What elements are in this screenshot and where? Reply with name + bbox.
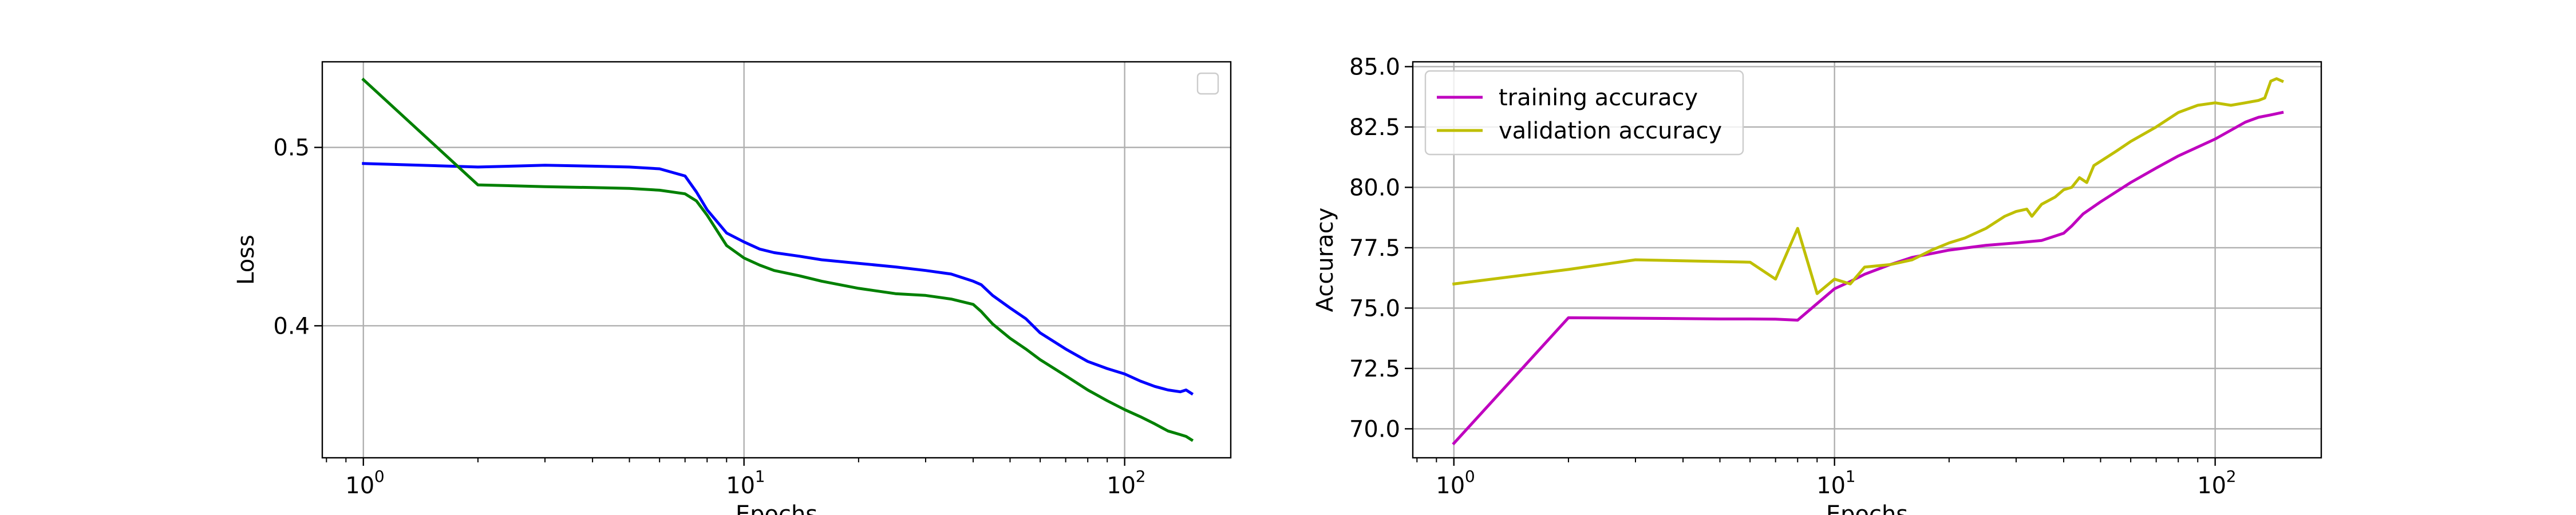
accuracy-x-tick-exponent: 1 [1846,467,1856,486]
accuracy-chart: 10 0 10 1 10 270.072.575.077.580.082.585.0Epo… [1312,54,2322,515]
accuracy-y-tick-label: 80.0 [1349,175,1400,201]
accuracy-y-axis-label: Accuracy [1312,208,1338,312]
loss-legend-box [1196,72,1219,95]
accuracy-x-tick-exponent: 2 [2226,467,2237,486]
accuracy-y-tick-label: 75.0 [1349,295,1400,322]
loss-series-line-1 [361,77,1194,442]
loss-x-tick-label: 10 [345,473,374,499]
accuracy-legend-label-0: training accuracy [1499,85,1698,111]
accuracy-y-tick-label: 72.5 [1349,356,1400,382]
accuracy-x-tick-label: 10 [1436,473,1465,499]
loss-x-axis-label: Epochs [736,501,817,515]
loss-series-line-0 [362,162,1194,396]
accuracy-y-tick-label: 85.0 [1349,54,1400,80]
accuracy-series-line-1 [1452,77,2284,295]
accuracy-y-tick-label: 70.0 [1349,416,1400,442]
accuracy-x-tick-label: 10 [1816,473,1846,499]
accuracy-legend: training accuracy validation accuracy [1424,70,1744,156]
loss-y-tick-label: 0.5 [273,135,310,161]
accuracy-x-axis-label: Epochs [1826,501,1908,515]
loss-x-tick-exponent: 2 [1136,467,1146,486]
accuracy-y-tick-label: 82.5 [1349,114,1400,141]
loss-y-axis-label: Loss [233,235,259,285]
accuracy-legend-label-1: validation accuracy [1499,118,1722,144]
accuracy-series-line-0 [1452,110,2284,446]
accuracy-x-tick-exponent: 0 [1465,467,1475,486]
loss-x-tick-label: 10 [726,473,755,499]
accuracy-y-tick-label: 77.5 [1349,235,1400,262]
loss-x-tick-exponent: 1 [755,467,765,486]
loss-x-tick-exponent: 0 [374,467,385,486]
loss-x-tick-label: 10 [1107,473,1136,499]
loss-axes-frame [321,61,1232,459]
accuracy-x-tick-label: 10 [2197,473,2226,499]
accuracy-axes-frame [1412,61,2322,459]
accuracy-legend-box [1424,70,1744,156]
loss-y-tick-label: 0.4 [273,313,310,339]
